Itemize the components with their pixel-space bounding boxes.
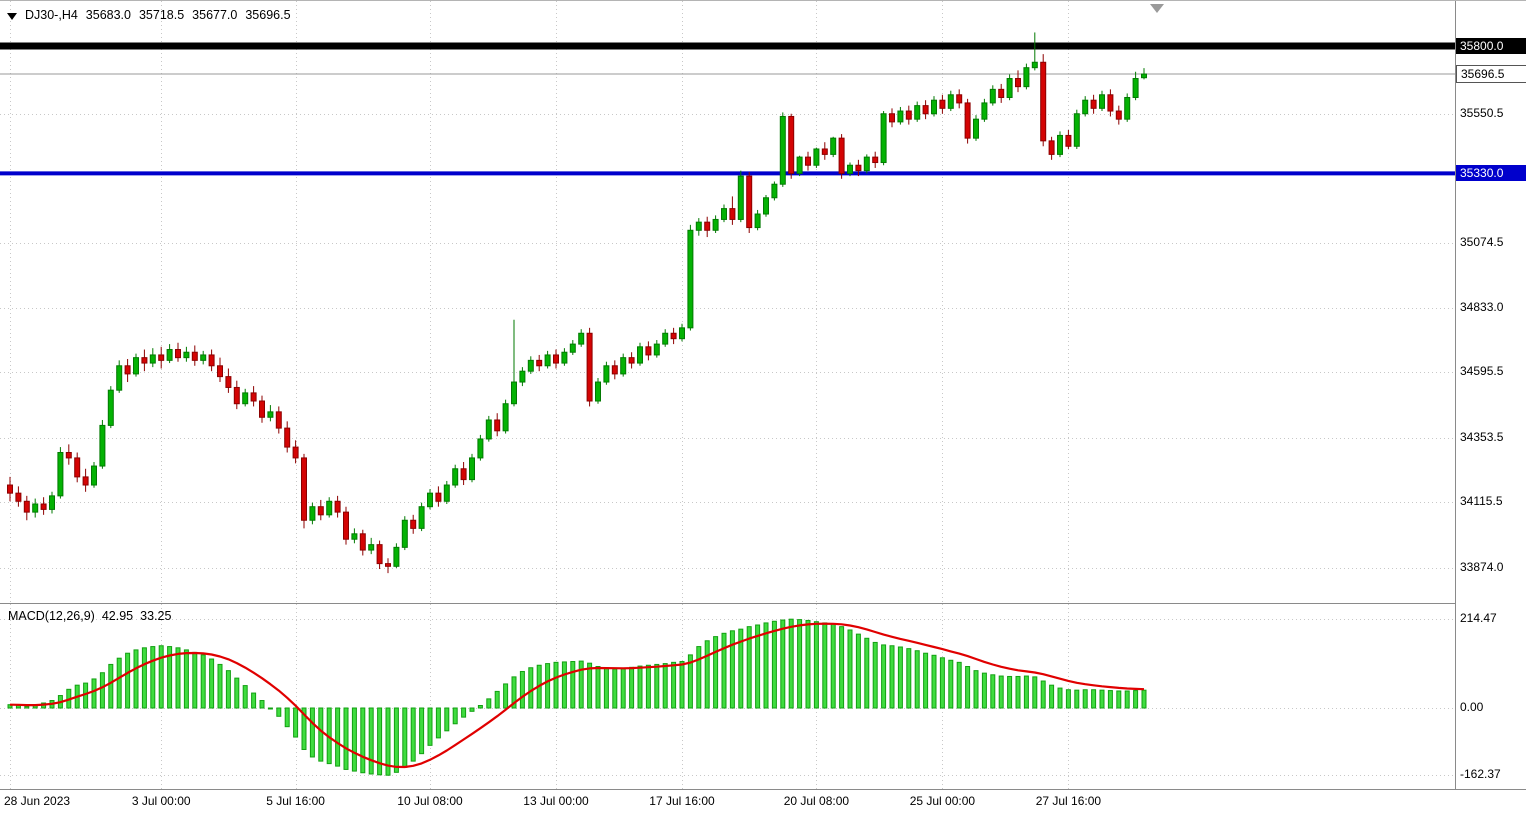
macd-signal-value: 33.25: [140, 609, 172, 623]
price-axis-divider: [1455, 1, 1456, 789]
price-axis-tick-label: 34833.0: [1460, 300, 1504, 315]
price-axis-tick-label: 34595.5: [1460, 364, 1504, 379]
high-value: 35718.5: [138, 8, 185, 22]
macd-axis-tick-label: -162.37: [1460, 767, 1501, 782]
symbol-dropdown-arrow-icon[interactable]: [7, 12, 17, 20]
price-axis-tick-label: 35550.5: [1460, 105, 1504, 120]
time-axis-tick-label: 5 Jul 16:00: [266, 794, 325, 808]
time-axis-tick-label: 27 Jul 16:00: [1035, 794, 1102, 808]
macd-signal-line: [9, 622, 1145, 769]
price-axis-tick-label: 33874.0: [1460, 559, 1504, 574]
level-price-badge: 35330.0: [1456, 165, 1526, 182]
macd-title: MACD(12,26,9): [8, 609, 95, 623]
symbol-label: DJ30-,H4: [25, 8, 78, 22]
time-axis-divider: [0, 789, 1526, 790]
open-value: 35683.0: [85, 8, 131, 22]
pane-divider[interactable]: [0, 603, 1455, 604]
price-axis-tick-label: 35074.5: [1460, 234, 1504, 249]
macd-indicator-label: MACD(12,26,9) 42.95 33.25: [8, 609, 171, 623]
level-lines: [0, 42, 1455, 176]
time-axis-tick-label: 3 Jul 00:00: [131, 794, 191, 808]
low-value: 35677.0: [192, 8, 238, 22]
time-axis-tick-label: 13 Jul 00:00: [523, 794, 589, 808]
time-axis-tick-label: 28 Jun 2023: [4, 794, 71, 808]
macd-value: 42.95: [101, 609, 134, 623]
time-axis-tick-label: 25 Jul 00:00: [909, 794, 976, 808]
macd-axis-tick-label: 214.47: [1460, 610, 1497, 625]
level-price-badge: 35800.0: [1456, 38, 1526, 54]
time-axis-tick-label: 20 Jul 08:00: [783, 794, 850, 808]
chart-shift-marker-icon[interactable]: [1150, 4, 1164, 13]
current-price-badge: 35696.5: [1456, 65, 1526, 84]
horizontal-level-line[interactable]: [0, 42, 1455, 50]
candlestick-series: [7, 32, 1147, 574]
price-axis-tick-label: 34115.5: [1460, 494, 1503, 509]
macd-axis-tick-label: 0.00: [1460, 700, 1484, 714]
time-axis-tick-label: 10 Jul 08:00: [397, 794, 463, 808]
macd-histogram: [7, 618, 1147, 776]
horizontal-level-line[interactable]: [0, 171, 1455, 176]
time-axis-tick-label: 17 Jul 16:00: [649, 794, 715, 808]
ohlc-info: DJ30-,H4 35683.0 35718.5 35677.0 35696.5: [7, 8, 291, 22]
main-grid: [0, 1, 1455, 603]
close-value: 35696.5: [245, 8, 291, 22]
macd-indicator-canvas[interactable]: [0, 604, 1455, 789]
price-axis-tick-label: 34353.5: [1460, 430, 1504, 444]
main-chart-canvas[interactable]: [0, 1, 1455, 603]
